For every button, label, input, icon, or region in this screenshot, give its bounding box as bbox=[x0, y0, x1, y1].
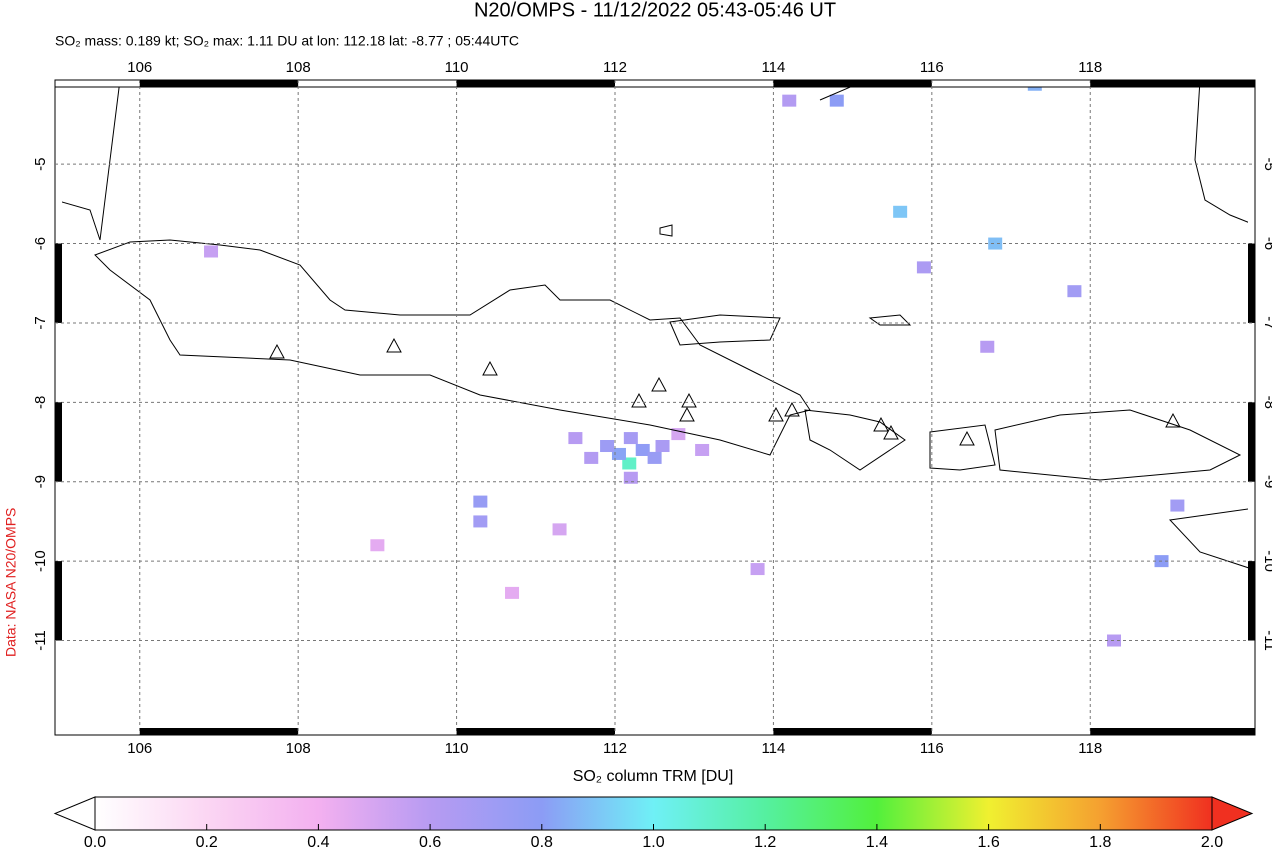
colorbar-tick-label: 1.6 bbox=[977, 834, 999, 851]
colorbar-over-arrow bbox=[1211, 796, 1254, 831]
y-tick-label: -7 bbox=[32, 316, 49, 329]
x-tick-label: 106 bbox=[127, 59, 152, 76]
so2-pixel bbox=[623, 471, 638, 484]
colorbar-tick-label: 0.2 bbox=[196, 834, 218, 851]
frame-tick-band bbox=[1090, 80, 1255, 87]
colorbar-tick-label: 0.8 bbox=[531, 834, 553, 851]
frame-tick-band bbox=[773, 728, 932, 735]
so2-pixel bbox=[1170, 499, 1185, 512]
y-tick-label: -8 bbox=[32, 396, 49, 409]
x-tick-label: 108 bbox=[286, 59, 311, 76]
so2-pixel bbox=[600, 440, 615, 453]
frame-tick-band bbox=[456, 728, 615, 735]
frame-tick-band bbox=[139, 728, 299, 735]
volcanoes bbox=[269, 337, 1181, 446]
frame-tick-band bbox=[773, 80, 932, 87]
y-tick-label: -9 bbox=[1261, 475, 1272, 488]
y-tick-label: -6 bbox=[1261, 237, 1272, 250]
colorbar-tick-label: 0.6 bbox=[419, 834, 441, 851]
x-tick-label: 112 bbox=[603, 740, 627, 757]
y-tick-label: -5 bbox=[32, 157, 49, 170]
y-tick-label: -8 bbox=[1261, 396, 1272, 409]
frame-tick-band bbox=[55, 561, 62, 641]
x-tick-label: 116 bbox=[920, 740, 944, 757]
x-tick-label: 114 bbox=[761, 740, 785, 757]
so2-pixel bbox=[622, 457, 637, 470]
colorbar-under-arrow bbox=[53, 796, 96, 831]
colorbar-tick-label: 1.0 bbox=[642, 834, 664, 851]
frame-tick-band bbox=[1248, 561, 1255, 641]
so2-pixel bbox=[647, 451, 662, 464]
x-tick-label: 110 bbox=[445, 59, 469, 76]
frame-tick-band bbox=[1248, 402, 1255, 482]
y-tick-label: -7 bbox=[1261, 316, 1272, 329]
y-tick-label: -10 bbox=[32, 550, 49, 572]
so2-pixel bbox=[829, 94, 844, 107]
frame-tick-band bbox=[456, 80, 615, 87]
so2-pixel bbox=[893, 205, 908, 218]
so2-pixel bbox=[980, 340, 995, 353]
x-tick-label: 116 bbox=[920, 59, 944, 76]
so2-pixel bbox=[671, 428, 686, 441]
so2-pixel bbox=[204, 245, 219, 258]
frame-tick-band bbox=[55, 402, 62, 482]
title: N20/OMPS - 11/12/2022 05:43-05:46 UT bbox=[474, 0, 836, 21]
so2-pixel bbox=[782, 94, 797, 107]
so2-pixel bbox=[695, 443, 710, 456]
so2-pixel bbox=[552, 523, 567, 536]
y-tick-label: -11 bbox=[32, 630, 49, 651]
colorbar-label: SO₂ column TRM [DU] bbox=[573, 768, 734, 785]
so2-pixel bbox=[584, 451, 599, 464]
x-tick-label: 118 bbox=[1078, 740, 1102, 757]
x-tick-label: 110 bbox=[445, 740, 469, 757]
coastlines bbox=[62, 87, 1248, 569]
so2-pixel bbox=[635, 443, 650, 456]
x-tick-label: 114 bbox=[761, 59, 785, 76]
x-tick-label: 118 bbox=[1078, 59, 1102, 76]
y-tick-label: -11 bbox=[1261, 630, 1272, 651]
colorbar-tick-label: 1.2 bbox=[754, 834, 776, 851]
so2-pixel bbox=[473, 515, 488, 528]
so2-pixel bbox=[568, 432, 583, 445]
so2-pixel bbox=[916, 261, 931, 274]
frame-tick-band bbox=[1090, 728, 1255, 735]
credit: Data: NASA N20/OMPS bbox=[3, 508, 19, 657]
colorbar-tick-label: 0.0 bbox=[84, 834, 106, 851]
y-tick-label: -10 bbox=[1261, 550, 1272, 572]
so2-pixel bbox=[505, 586, 520, 599]
colorbar-tick-label: 0.4 bbox=[307, 834, 329, 851]
so2-pixel bbox=[611, 447, 626, 460]
colorbar-tick-label: 1.8 bbox=[1089, 834, 1111, 851]
so2-pixel bbox=[655, 440, 670, 453]
subtitle: SO₂ mass: 0.189 kt; SO₂ max: 1.11 DU at … bbox=[55, 33, 519, 49]
x-tick-label: 108 bbox=[286, 740, 311, 757]
colorbar-tick-label: 2.0 bbox=[1201, 834, 1223, 851]
so2-pixel bbox=[1107, 634, 1122, 647]
y-tick-label: -5 bbox=[1261, 157, 1272, 170]
frame-tick-band bbox=[1248, 243, 1255, 323]
x-tick-label: 106 bbox=[127, 740, 152, 757]
x-tick-label: 112 bbox=[603, 59, 627, 76]
so2-pixel bbox=[623, 432, 638, 445]
frame-tick-band bbox=[55, 243, 62, 323]
so2-pixel bbox=[473, 495, 488, 508]
frame-tick-band bbox=[139, 80, 299, 87]
y-tick-label: -6 bbox=[32, 237, 49, 250]
so2-pixel bbox=[988, 237, 1003, 250]
y-tick-label: -9 bbox=[32, 475, 49, 488]
colorbar-tick-label: 1.4 bbox=[866, 834, 888, 851]
so2-pixel bbox=[750, 563, 765, 576]
pixel-layer bbox=[204, 87, 1185, 647]
so2-pixel bbox=[1067, 285, 1082, 298]
so2-pixel bbox=[1027, 87, 1042, 91]
so2-pixel bbox=[370, 539, 385, 552]
map-frame bbox=[54, 79, 1256, 736]
